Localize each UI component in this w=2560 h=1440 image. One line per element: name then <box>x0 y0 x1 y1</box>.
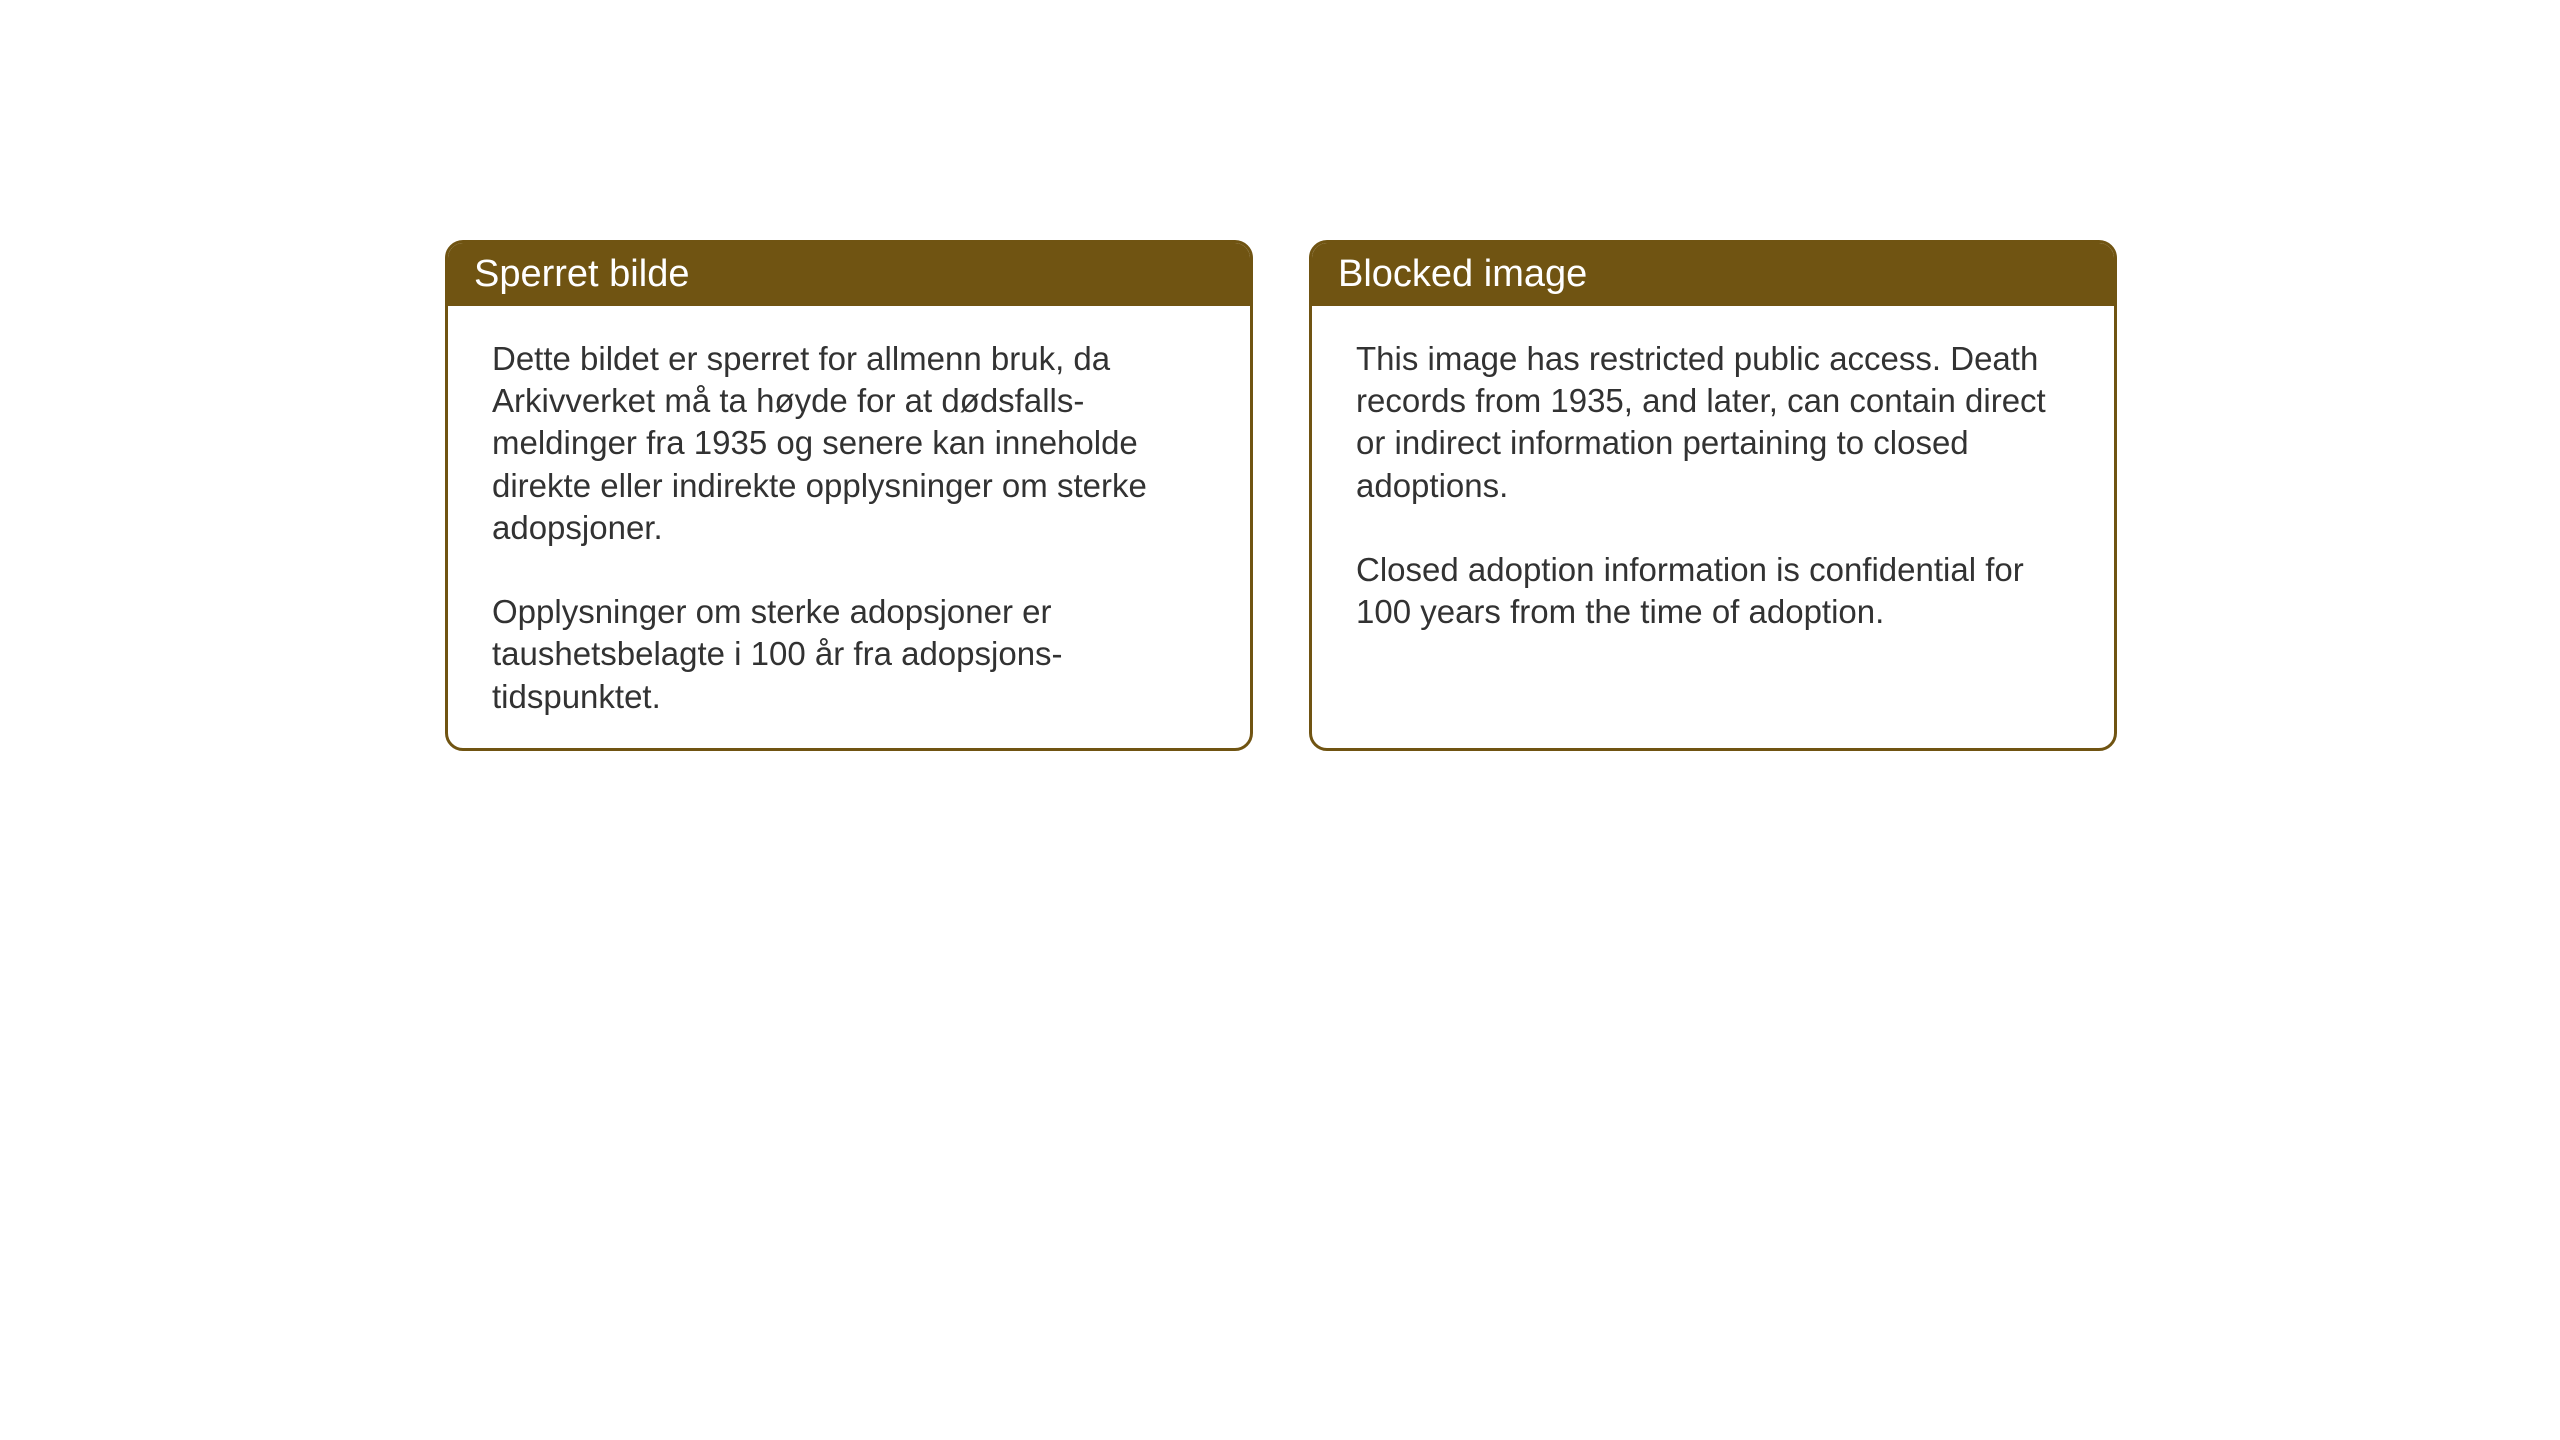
card-body-norwegian: Dette bildet er sperret for allmenn bruk… <box>448 306 1250 750</box>
card-paragraph: Dette bildet er sperret for allmenn bruk… <box>492 338 1206 549</box>
card-english: Blocked image This image has restricted … <box>1309 240 2117 751</box>
card-norwegian: Sperret bilde Dette bildet er sperret fo… <box>445 240 1253 751</box>
card-header-english: Blocked image <box>1312 243 2114 306</box>
card-paragraph: This image has restricted public access.… <box>1356 338 2070 507</box>
card-header-norwegian: Sperret bilde <box>448 243 1250 306</box>
card-paragraph: Closed adoption information is confident… <box>1356 549 2070 633</box>
card-body-english: This image has restricted public access.… <box>1312 306 2114 665</box>
cards-container: Sperret bilde Dette bildet er sperret fo… <box>445 240 2117 751</box>
card-paragraph: Opplysninger om sterke adopsjoner er tau… <box>492 591 1206 718</box>
